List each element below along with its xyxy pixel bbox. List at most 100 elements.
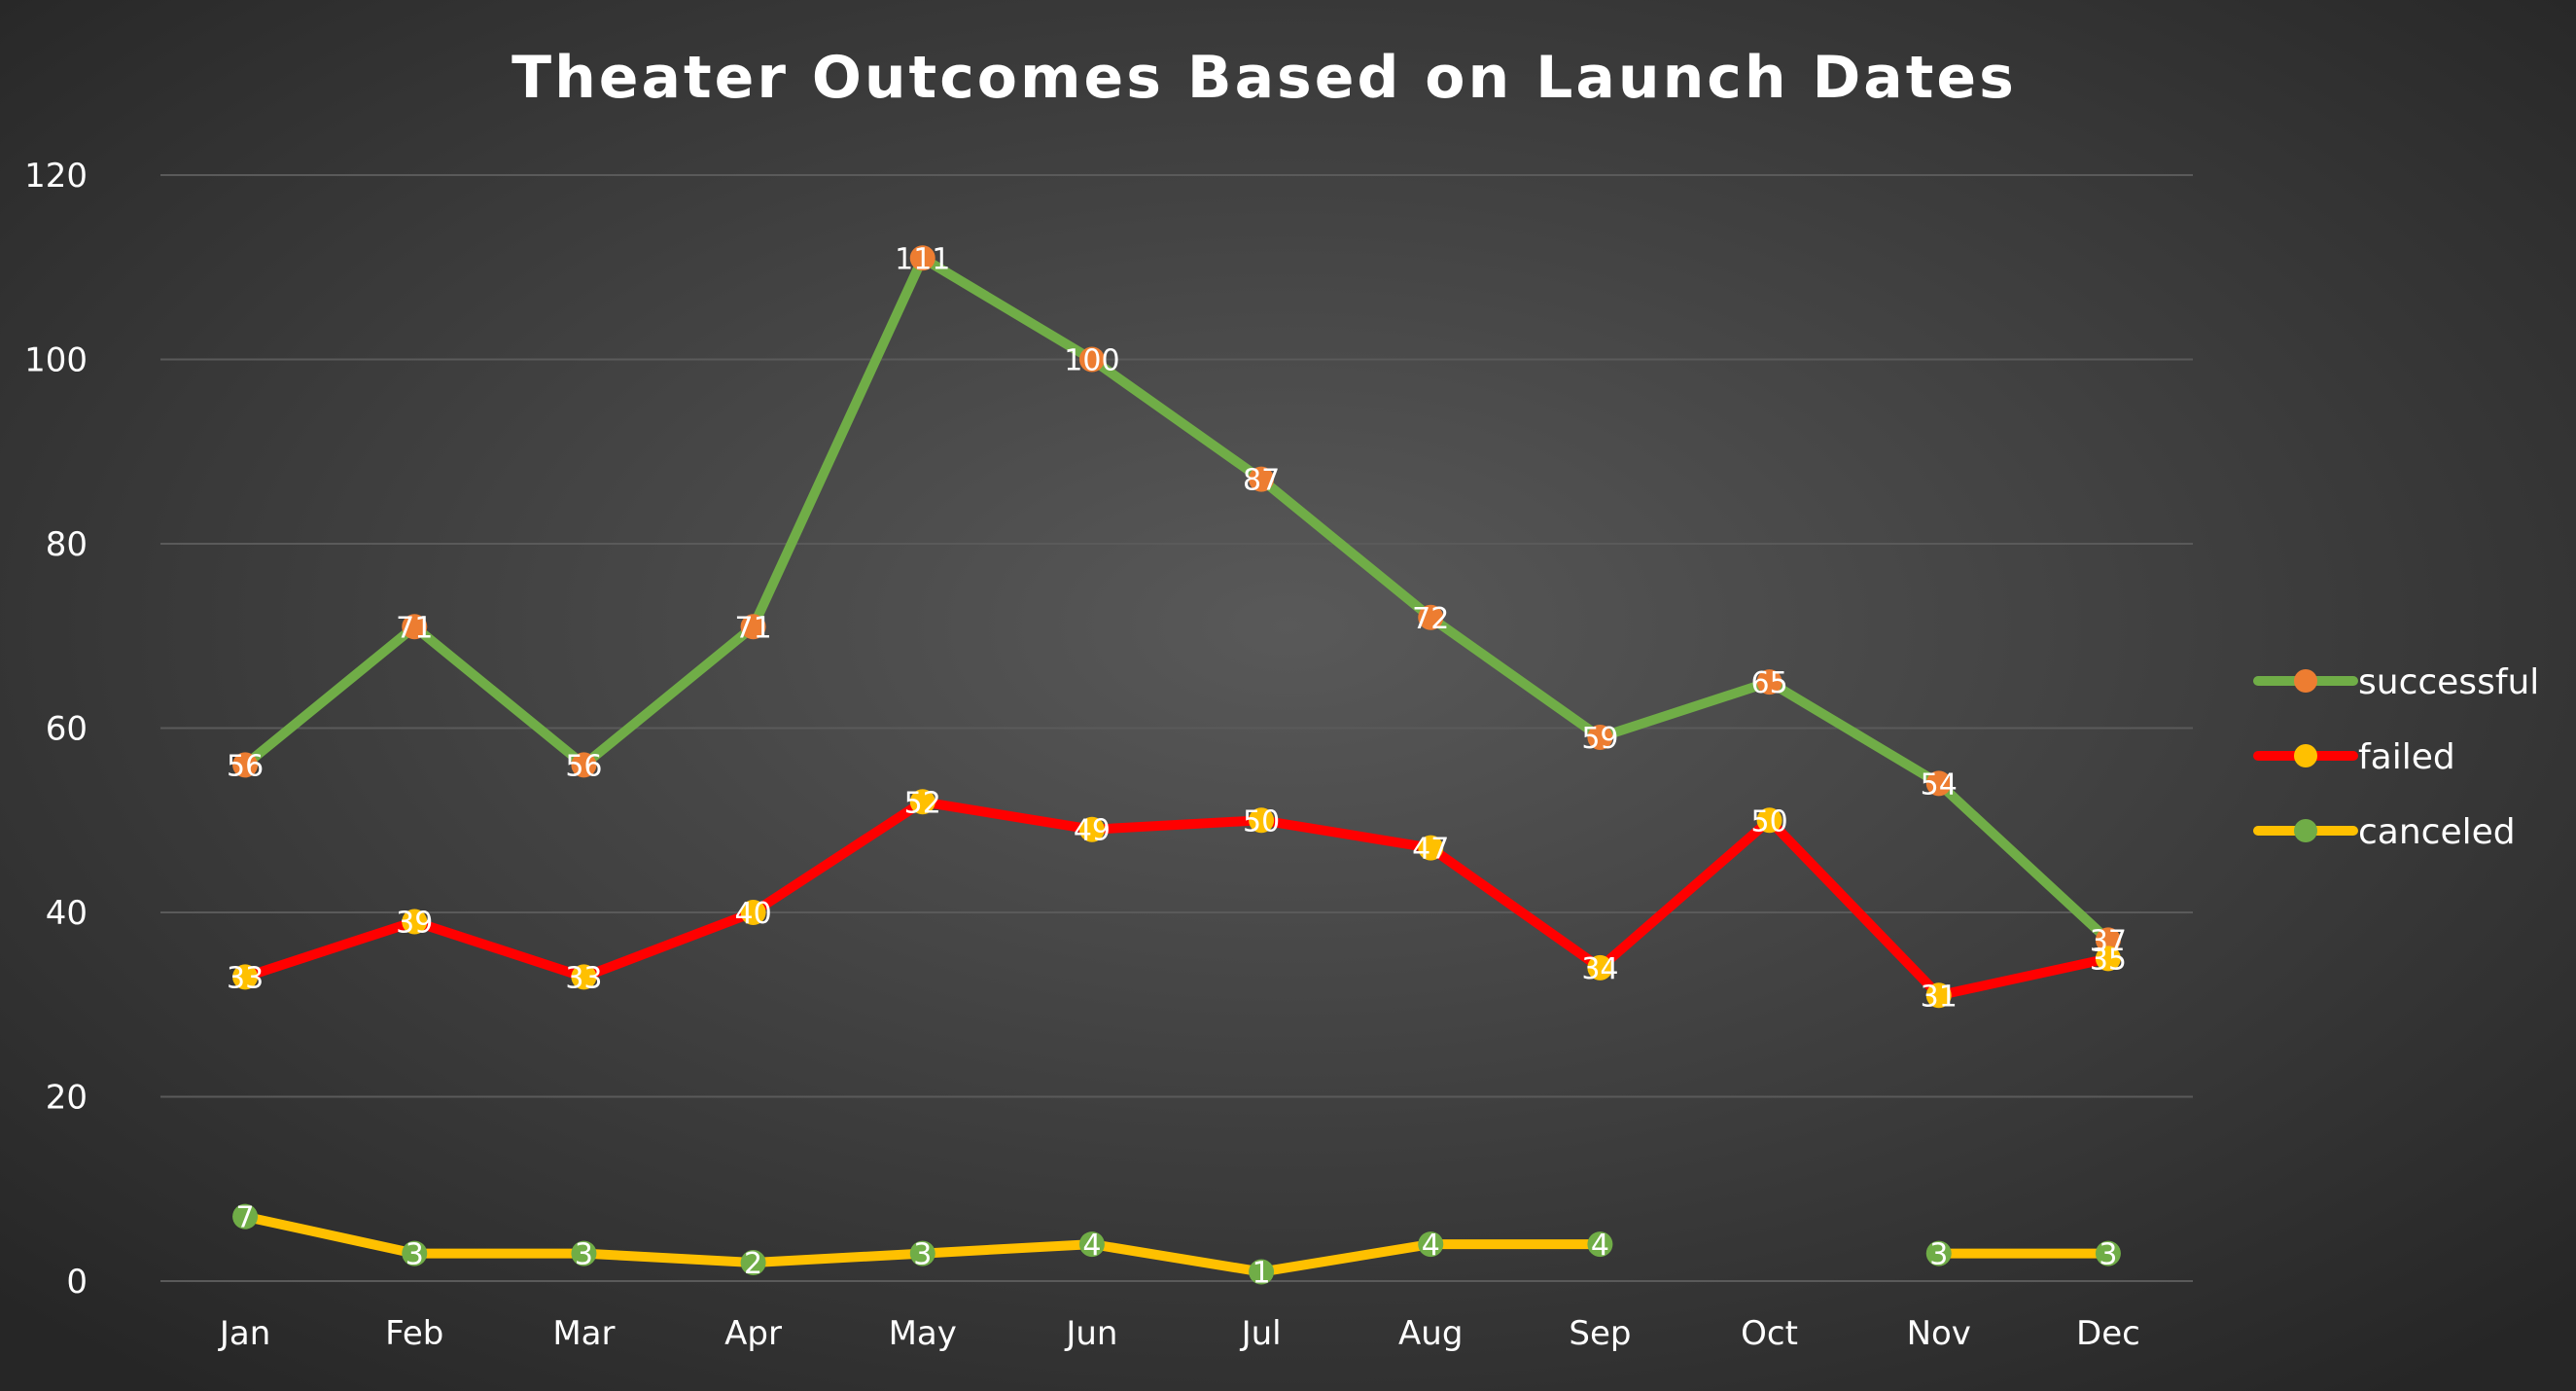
data-point [232, 964, 259, 990]
data-label: 52 [904, 786, 941, 820]
data-point [1249, 466, 1275, 492]
data-label: 33 [227, 961, 264, 995]
data-point [402, 1240, 428, 1266]
data-label: 72 [1412, 602, 1449, 636]
data-point [2095, 945, 2121, 972]
series-successful [240, 253, 2113, 945]
data-point [909, 245, 935, 271]
data-label: 39 [396, 906, 433, 940]
data-point [402, 909, 428, 935]
data-label: 54 [1921, 767, 1958, 802]
data-label: 3 [913, 1238, 932, 1272]
data-point [232, 1203, 259, 1230]
data-label: 59 [1581, 722, 1618, 756]
data-point [2095, 927, 2121, 953]
data-point [1249, 1259, 1275, 1285]
data-point [571, 1240, 597, 1266]
y-tick-label: 120 [24, 157, 88, 196]
x-tick-label: Sep [1569, 1314, 1631, 1353]
data-label: 111 [895, 242, 950, 276]
legend-label: failed [2358, 737, 2455, 777]
data-label: 4 [1591, 1229, 1609, 1263]
x-tick-label: Dec [2076, 1314, 2140, 1353]
data-label: 56 [565, 749, 602, 783]
x-tick-label: Mar [552, 1314, 615, 1353]
y-tick-label: 100 [24, 341, 88, 380]
grid-layer [160, 174, 2193, 1282]
data-label: 31 [1921, 980, 1958, 1014]
x-tick-label: Jul [1240, 1314, 1282, 1353]
data-label: 3 [575, 1238, 593, 1272]
data-label: 3 [1929, 1238, 1948, 1272]
data-point [232, 752, 259, 778]
y-tick-label: 20 [46, 1079, 88, 1118]
data-point [740, 900, 766, 925]
series-failed [240, 797, 2113, 1001]
data-point [1925, 982, 1952, 1009]
data-point [909, 789, 935, 815]
data-label: 4 [1082, 1229, 1101, 1263]
data-point [1078, 816, 1105, 842]
data-label: 37 [2090, 924, 2127, 958]
data-label: 100 [1064, 344, 1119, 378]
legend-swatch-marker [2294, 669, 2317, 693]
legend-swatch-marker [2294, 819, 2317, 842]
legend-item: successful [2253, 662, 2539, 702]
data-label: 35 [2090, 943, 2127, 977]
data-label: 71 [734, 611, 771, 645]
x-tick-label: Nov [1907, 1314, 1971, 1353]
x-tick-label: Jun [1064, 1314, 1117, 1353]
x-tick-label: Apr [724, 1314, 782, 1353]
data-label: 65 [1750, 666, 1787, 700]
data-point [402, 614, 428, 640]
data-label: 50 [1243, 804, 1280, 838]
data-point [571, 752, 597, 778]
data-label: 3 [406, 1238, 424, 1272]
x-tick-label: Jan [218, 1314, 270, 1353]
data-label: 47 [1412, 833, 1449, 867]
data-point [1756, 669, 1782, 696]
data-label: 3 [2099, 1238, 2117, 1272]
legend-label: canceled [2358, 812, 2516, 852]
y-tick-label: 60 [46, 710, 88, 749]
data-label: 56 [227, 749, 264, 783]
data-label: 4 [1422, 1229, 1440, 1263]
data-label: 34 [1581, 952, 1618, 986]
data-point [1418, 835, 1444, 861]
data-point [571, 964, 597, 990]
y-tick-label: 80 [46, 525, 88, 564]
series-line [240, 797, 2113, 1001]
legend-item: failed [2253, 737, 2455, 777]
x-tick-label: Feb [385, 1314, 443, 1353]
axis-layer: 0 20 40 60 80 100 120 Jan Feb Mar Apr May Jun Jul Aug S… [24, 157, 2140, 1353]
data-label: 87 [1243, 464, 1280, 498]
data-point [909, 1240, 935, 1266]
data-point [1418, 604, 1444, 630]
data-point [1925, 1240, 1952, 1266]
series-line [240, 253, 2113, 945]
data-label: 50 [1750, 804, 1787, 838]
data-label: 40 [734, 897, 771, 931]
data-point [1756, 807, 1782, 834]
data-point [2095, 1240, 2121, 1266]
data-label: 49 [1074, 814, 1111, 848]
y-tick-label: 0 [66, 1263, 88, 1302]
data-point [1078, 346, 1105, 373]
data-point [1587, 1231, 1613, 1258]
data-point [1587, 724, 1613, 750]
data-point [1249, 807, 1275, 834]
data-point [1587, 954, 1613, 981]
chart-title: Theater Outcomes Based on Launch Dates [512, 44, 2017, 112]
legend-label: successful [2358, 662, 2539, 702]
data-point [740, 1250, 766, 1276]
y-tick-label: 40 [46, 894, 88, 933]
x-tick-label: May [889, 1314, 957, 1353]
data-label: 2 [744, 1247, 762, 1281]
data-label: 7 [236, 1201, 255, 1235]
data-point [740, 614, 766, 640]
x-tick-label: Oct [1741, 1314, 1798, 1353]
